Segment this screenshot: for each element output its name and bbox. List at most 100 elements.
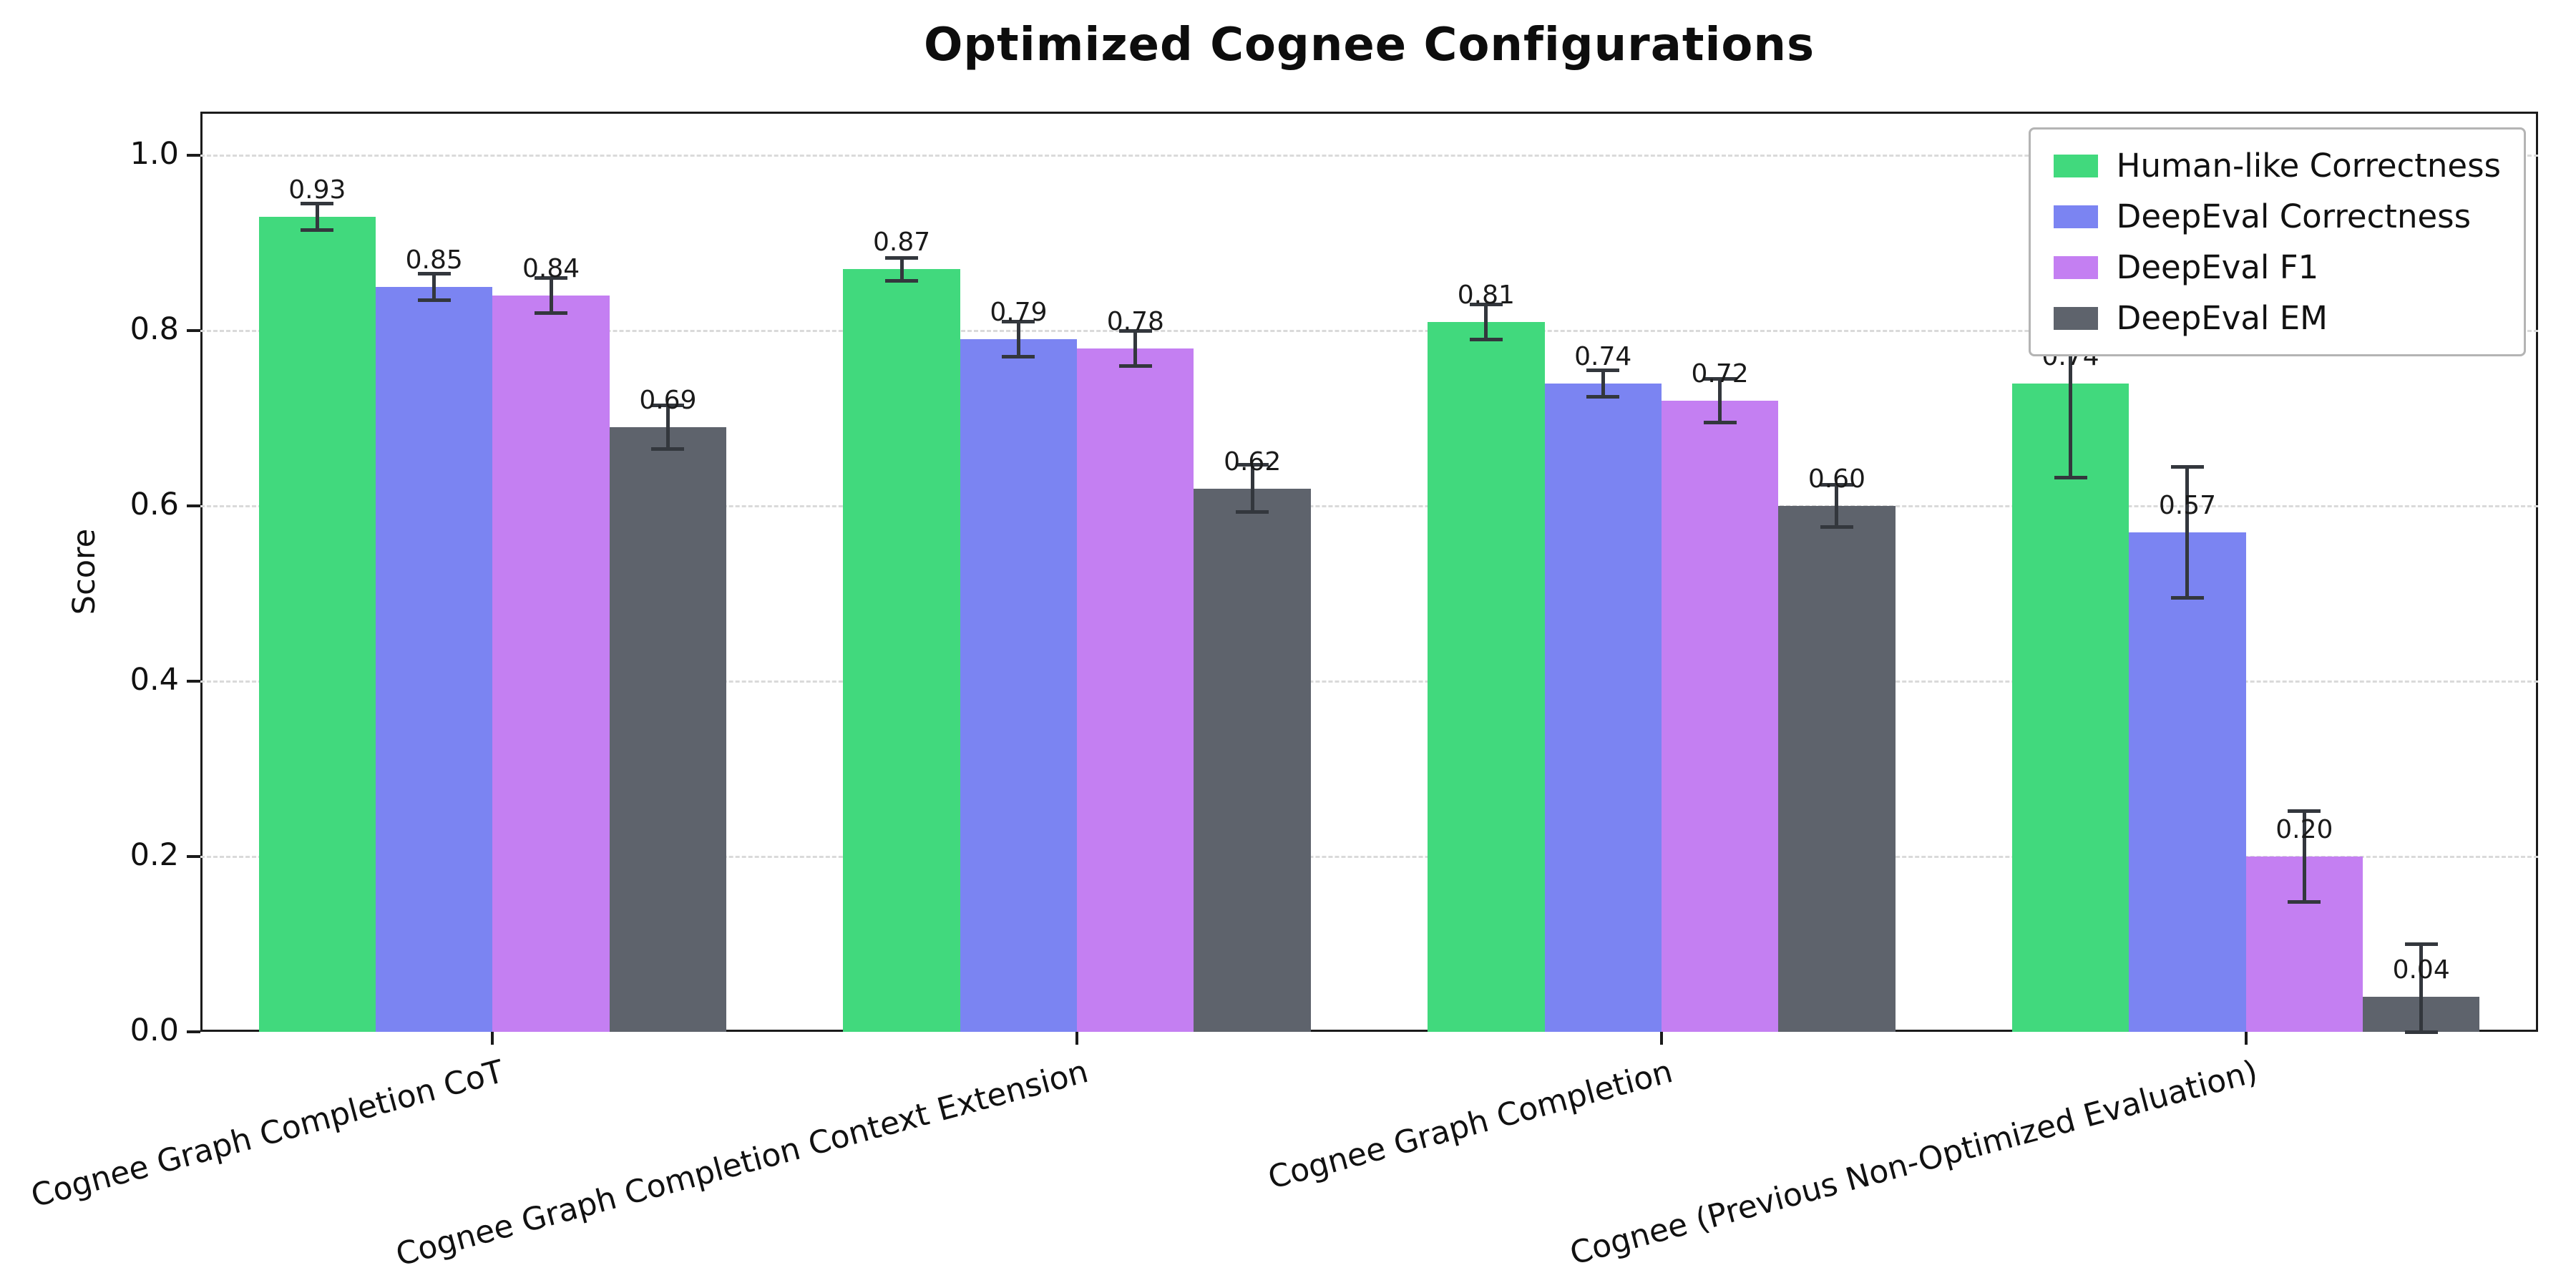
error-bar-cap <box>2054 476 2087 480</box>
error-bar <box>2069 288 2073 478</box>
chart-title: Optimized Cognee Configurations <box>923 19 1815 72</box>
error-bar <box>899 258 904 281</box>
error-bar-cap <box>535 276 568 280</box>
legend-item: DeepEval Correctness <box>2053 197 2501 235</box>
bar <box>492 296 610 1032</box>
bar <box>1661 401 1779 1032</box>
legend-swatch <box>2053 205 2098 228</box>
error-bar-cap <box>1236 510 1269 514</box>
x-tick-mark <box>491 1032 494 1045</box>
bar-value-label: 0.62 <box>1224 447 1282 477</box>
error-bar-cap <box>651 403 685 407</box>
bar <box>2011 383 2129 1032</box>
error-bar-cap <box>1820 525 1853 530</box>
legend-item: Human-like Correctness <box>2053 147 2501 185</box>
bar-value-label: 0.93 <box>288 175 346 205</box>
y-tick-mark <box>187 855 200 859</box>
error-bar-cap <box>1586 394 1620 399</box>
bar-value-label: 0.60 <box>1807 464 1865 494</box>
error-bar <box>665 405 670 449</box>
bar-value-label: 0.79 <box>990 298 1048 328</box>
error-bar-cap <box>301 202 334 206</box>
error-bar-cap <box>1820 483 1853 487</box>
error-bar-cap <box>651 447 685 452</box>
error-bar-cap <box>301 228 334 232</box>
bar <box>1077 348 1194 1032</box>
error-bar-cap <box>1002 355 1035 359</box>
bar-value-label: 0.85 <box>405 245 463 275</box>
y-tick-label: 0.6 <box>130 487 179 523</box>
bar <box>1778 506 1896 1032</box>
error-bar <box>432 273 436 301</box>
bar-value-label: 0.72 <box>1691 359 1749 389</box>
bar-value-label: 0.69 <box>639 385 697 415</box>
x-tick-label: Cognee Graph Completion CoT <box>27 1053 508 1215</box>
error-bar-cap <box>1469 302 1503 306</box>
bar <box>609 426 727 1032</box>
x-tick-label: Cognee Graph Completion <box>1264 1053 1677 1197</box>
error-bar-cap <box>417 272 451 276</box>
y-tick-label: 0.2 <box>130 837 179 874</box>
bar-value-label: 0.78 <box>1106 306 1164 336</box>
x-tick-mark <box>1075 1032 1079 1045</box>
gridline <box>200 856 2538 859</box>
legend-item: DeepEval F1 <box>2053 248 2501 286</box>
legend-label: Human-like Correctness <box>2116 147 2501 185</box>
error-bar-cap <box>1469 337 1503 341</box>
gridline <box>200 155 2538 157</box>
legend-label: DeepEval EM <box>2116 299 2328 337</box>
x-tick-mark <box>2244 1032 2248 1045</box>
error-bar <box>1484 304 1488 340</box>
error-bar-cap <box>2170 596 2204 600</box>
y-tick-label: 1.0 <box>130 136 179 172</box>
error-bar <box>2302 811 2306 902</box>
bar <box>1194 488 1311 1032</box>
y-tick-mark <box>187 329 200 333</box>
legend-swatch <box>2053 255 2098 279</box>
error-bar-cap <box>1703 421 1737 425</box>
error-bar-cap <box>1586 368 1620 372</box>
y-tick-label: 0.8 <box>130 311 179 348</box>
legend-item: DeepEval EM <box>2053 299 2501 337</box>
error-bar-cap <box>2404 942 2438 947</box>
bar <box>258 216 376 1032</box>
error-bar <box>1601 370 1605 397</box>
y-tick-mark <box>187 1030 200 1033</box>
bar <box>1544 383 1662 1032</box>
error-bar-cap <box>885 278 919 283</box>
error-bar <box>1133 331 1138 366</box>
error-bar <box>1835 484 1839 527</box>
y-tick-mark <box>187 680 200 683</box>
error-bar-cap <box>535 311 568 316</box>
y-tick-label: 0.4 <box>130 662 179 698</box>
legend-label: DeepEval F1 <box>2116 248 2319 286</box>
error-bar <box>549 278 553 313</box>
error-bar-cap <box>2288 900 2321 904</box>
error-bar <box>1718 379 1722 423</box>
bar-value-label: 0.57 <box>2158 490 2217 520</box>
bar-value-label: 0.74 <box>1574 341 1632 371</box>
error-bar <box>2185 467 2190 598</box>
bar-value-label: 0.87 <box>873 228 931 258</box>
gridline <box>200 505 2538 508</box>
bar-value-label: 0.84 <box>522 254 580 284</box>
legend-swatch <box>2053 154 2098 177</box>
error-bar-cap <box>1703 377 1737 381</box>
legend-label: DeepEval Correctness <box>2116 197 2472 235</box>
legend: Human-like Correctness DeepEval Correctne… <box>2028 127 2526 356</box>
y-tick-mark <box>187 504 200 508</box>
error-bar <box>2419 944 2424 1032</box>
error-bar-cap <box>1118 328 1152 333</box>
bar-value-label: 0.20 <box>2275 815 2333 845</box>
error-bar <box>1016 321 1020 357</box>
gridline <box>200 680 2538 683</box>
error-bar <box>1250 464 1254 512</box>
error-bar-cap <box>1118 364 1152 368</box>
bar <box>843 269 960 1032</box>
error-bar <box>315 203 319 230</box>
error-bar-cap <box>885 256 919 260</box>
error-bar-cap <box>1236 463 1269 467</box>
bar <box>2129 532 2246 1032</box>
x-tick-mark <box>1659 1032 1663 1045</box>
error-bar-cap <box>2404 1030 2438 1034</box>
